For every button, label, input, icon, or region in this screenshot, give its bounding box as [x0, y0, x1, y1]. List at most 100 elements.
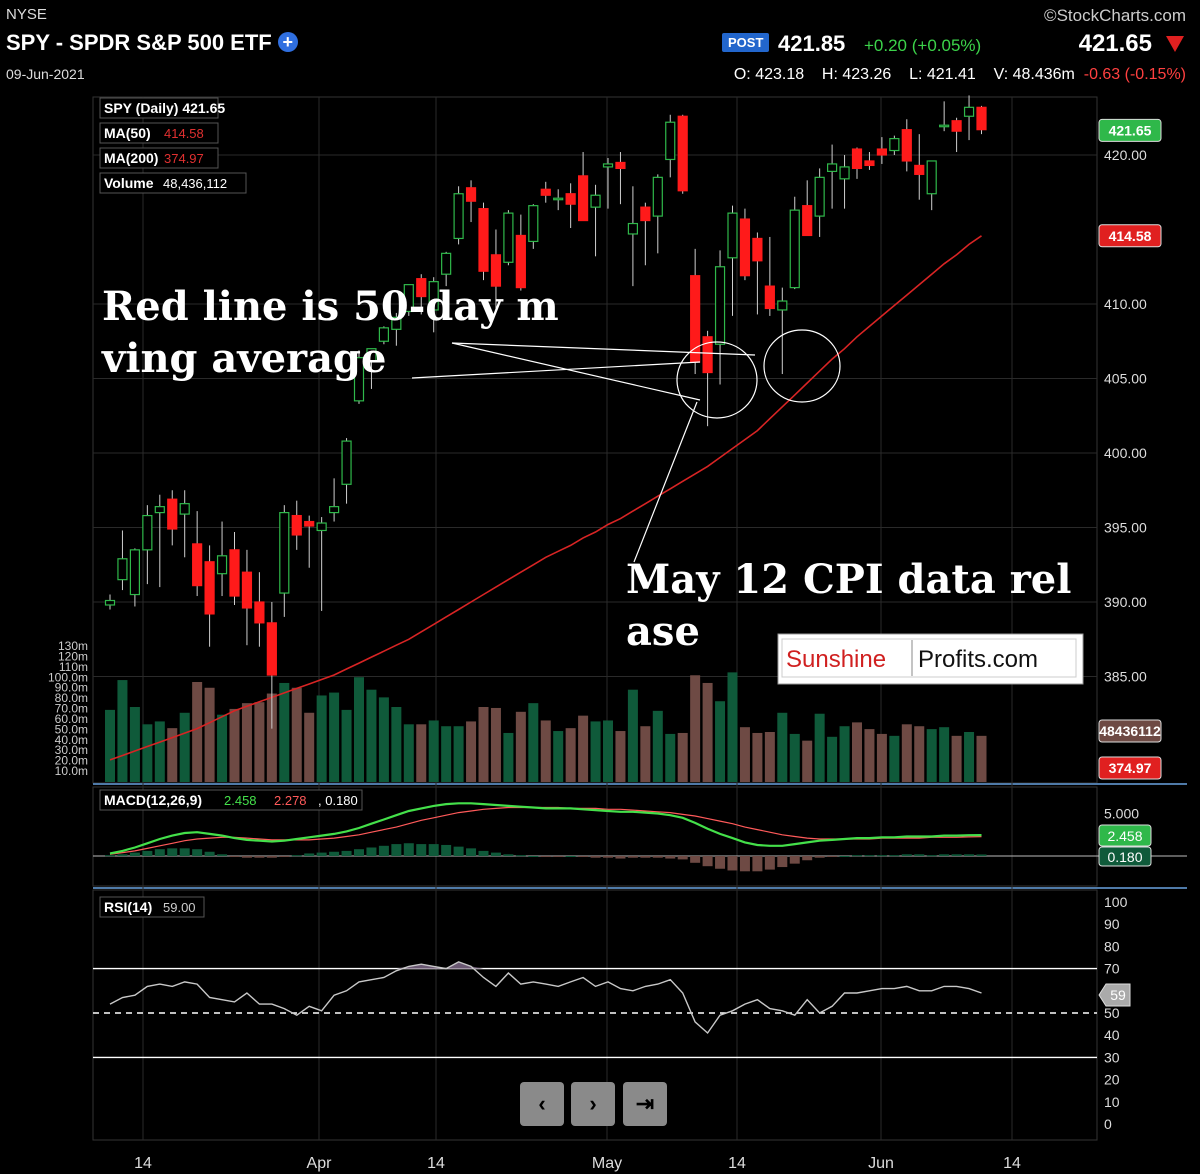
- volume-bar: [777, 712, 788, 782]
- legend-text: MA(50): [104, 125, 151, 141]
- candle-body: [565, 193, 576, 205]
- price-tick-label: 410.00: [1104, 296, 1147, 312]
- volume-bar: [229, 708, 240, 782]
- pointer-line: [451, 342, 756, 356]
- candle-body: [528, 205, 539, 243]
- legend-text: Volume: [104, 175, 154, 191]
- candle-body: [329, 506, 340, 514]
- macd-hist-bar: [266, 856, 277, 858]
- candle-body: [939, 124, 950, 128]
- scroll-to-end-button[interactable]: ⇥: [623, 1082, 667, 1126]
- volume-bar: [391, 707, 402, 782]
- volume-bar: [478, 707, 489, 782]
- annotation-cpi: ase: [626, 608, 700, 655]
- macd-hist-bar: [528, 856, 539, 857]
- macd-legend-text: MACD(12,26,9): [104, 792, 202, 808]
- watermark-profits: Profits.com: [918, 646, 1038, 673]
- volume-bar: [889, 735, 900, 782]
- macd-hist-bar: [590, 856, 601, 858]
- price-tick-label: 420.00: [1104, 147, 1147, 163]
- volume-bar: [752, 732, 763, 782]
- last-price: 421.65: [1078, 30, 1152, 57]
- candle-body: [963, 106, 975, 117]
- macd-hist-bar: [889, 855, 900, 857]
- candle-body: [553, 197, 564, 201]
- volume-bar: [603, 720, 613, 782]
- candle-body: [291, 514, 302, 536]
- rsi-tick-label: 30: [1104, 1049, 1120, 1065]
- volume-tick-label: 90.0m: [55, 681, 88, 695]
- candle-body: [167, 498, 178, 530]
- volume-tick-label: 10.0m: [55, 764, 88, 778]
- volume-tick-label: 130m: [58, 639, 88, 653]
- macd-hist-bar: [652, 856, 663, 858]
- pointer-line: [451, 342, 701, 401]
- low-value: L: 421.41: [909, 66, 976, 83]
- macd-hist-bar: [142, 850, 153, 856]
- macd-hist-bar: [204, 851, 215, 856]
- scroll-right-button[interactable]: ›: [571, 1082, 615, 1126]
- volume-bar: [217, 714, 228, 782]
- add-icon[interactable]: +: [277, 32, 298, 52]
- candle-body: [304, 520, 315, 527]
- symbol-text: SPY - SPDR S&P 500 ETF: [6, 30, 272, 55]
- legend-text: MA(200): [104, 150, 158, 166]
- volume-bar: [378, 697, 389, 782]
- macd-line: [109, 802, 982, 855]
- volume-bar: [939, 727, 950, 782]
- macd-hist-bar: [640, 856, 651, 858]
- candle-body: [976, 106, 987, 131]
- candle-body: [403, 284, 414, 313]
- candle-body: [814, 176, 825, 217]
- macd-hist-bar: [565, 856, 576, 857]
- candle-body: [951, 120, 962, 132]
- volume-bar: [453, 726, 464, 782]
- ma50-line: [109, 235, 982, 761]
- volume-bar: [105, 709, 115, 782]
- macd-hist-bar: [254, 856, 265, 858]
- volume-bar: [914, 726, 925, 782]
- candle-body: [428, 281, 439, 311]
- macd-hist-bar: [391, 844, 402, 856]
- volume-bar: [702, 682, 713, 782]
- volume-bar: [366, 689, 377, 782]
- price-flag-label: 421.65: [1109, 122, 1152, 138]
- annotation-ma: ving average: [101, 335, 386, 382]
- macd-flag: [1098, 824, 1152, 847]
- candle-body: [503, 212, 514, 263]
- volume-bar: [553, 731, 564, 782]
- volume-bar: [690, 675, 701, 782]
- candle-body: [777, 300, 788, 311]
- x-tick-label: May: [592, 1155, 622, 1172]
- macd-hist-bar: [578, 856, 589, 857]
- candle-body: [540, 188, 551, 196]
- change-value: -0.63 (-0.15%): [1083, 66, 1186, 83]
- volume-bar: [179, 712, 190, 782]
- rsi-tick-label: 0: [1104, 1116, 1112, 1132]
- symbol-title: SPY - SPDR S&P 500 ETF +: [6, 30, 298, 56]
- volume-bar: [167, 728, 178, 782]
- candle-body: [316, 522, 327, 532]
- macd-hist-bar: [179, 848, 190, 856]
- scroll-left-button[interactable]: ‹: [520, 1082, 564, 1126]
- volume-bar: [677, 732, 688, 782]
- macd-hist-bar: [627, 856, 638, 858]
- price-flag: [1098, 719, 1162, 743]
- volume-bar: [117, 680, 128, 782]
- macd-hist-bar: [752, 856, 763, 872]
- high-value: H: 423.26: [821, 66, 892, 83]
- volume-bar: [428, 720, 439, 782]
- macd-tick-label: 5.000: [1104, 806, 1139, 822]
- candle-body: [615, 161, 626, 170]
- volume-bar: [142, 724, 153, 782]
- macd-hist-bar: [553, 856, 564, 857]
- candle-body: [117, 558, 128, 581]
- volume-bar: [964, 732, 975, 782]
- volume-bar: [976, 735, 987, 782]
- rsi-legend-box: [99, 896, 205, 918]
- macd-hist-bar: [291, 855, 302, 857]
- post-change: +0.20 (+0.05%): [864, 36, 982, 55]
- macd-hist-bar: [105, 855, 115, 857]
